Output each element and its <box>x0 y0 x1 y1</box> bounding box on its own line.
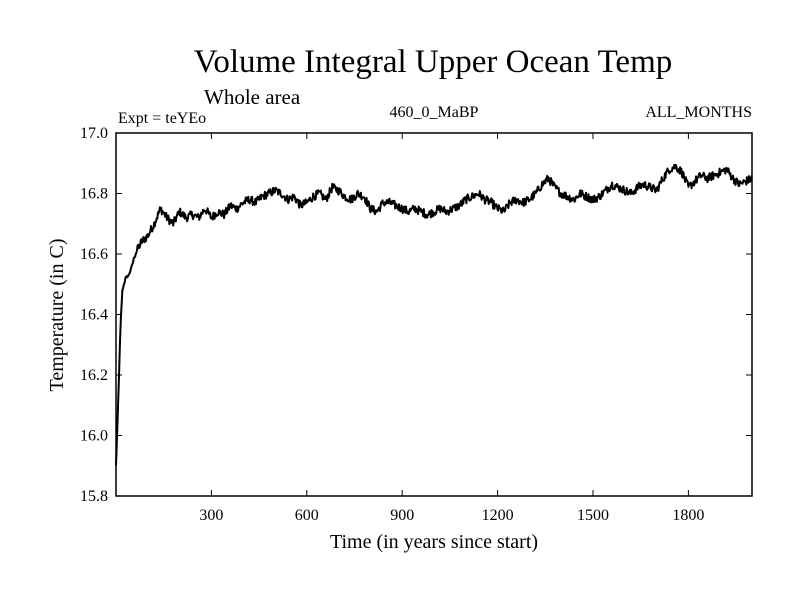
experiment-label: Expt = teYEo <box>118 110 206 127</box>
y-tick-label: 17.0 <box>80 125 108 142</box>
chart-subtitle: Whole area <box>204 85 301 109</box>
chart-title: Volume Integral Upper Ocean Temp <box>194 44 672 80</box>
y-tick-label: 16.4 <box>80 307 108 324</box>
y-tick-label: 15.8 <box>80 488 108 505</box>
y-tick-label: 16.6 <box>80 246 108 263</box>
y-axis-label: Temperature (in C) <box>46 239 68 392</box>
x-tick-label: 1200 <box>482 507 514 524</box>
y-tick-label: 16.8 <box>80 186 108 203</box>
y-tick-label: 16.2 <box>80 367 108 384</box>
x-tick-label: 600 <box>295 507 319 524</box>
y-tick-label: 16.0 <box>80 428 108 445</box>
x-tick-label: 900 <box>390 507 414 524</box>
y-axis-ticks: 15.8 16.0 16.2 16.4 16.6 16.8 17.0 <box>80 125 752 505</box>
x-tick-label: 1800 <box>672 507 704 524</box>
period-label: 460_0_MaBP <box>390 104 479 121</box>
x-axis-ticks: 300 600 900 1200 1500 1800 <box>199 133 704 524</box>
x-tick-label: 300 <box>199 507 223 524</box>
series-line <box>115 163 753 466</box>
months-label: ALL_MONTHS <box>645 104 752 121</box>
x-axis-label: Time (in years since start) <box>330 531 538 553</box>
plot-frame <box>115 132 753 497</box>
x-tick-label: 1500 <box>577 507 609 524</box>
